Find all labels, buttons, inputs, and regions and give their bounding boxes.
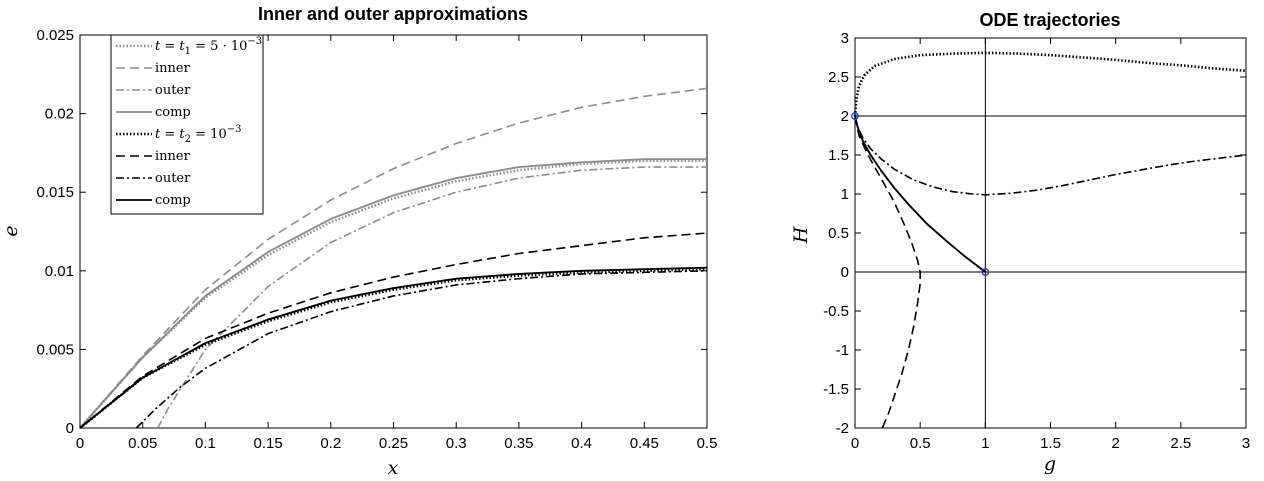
x-tick-label: 1 xyxy=(981,435,989,452)
series-line-1 xyxy=(79,87,708,429)
point-marker xyxy=(981,268,990,276)
legend-entry-comp-gray: comp xyxy=(116,105,191,120)
legend: t = t1 = 5 · 10−3 inner outer comp t = t… xyxy=(110,34,264,215)
legend-label: comp xyxy=(155,105,191,120)
left-chart: Inner and outer approximations 0 0.05 0.1 0… xyxy=(0,4,717,479)
right-x-axis-label: g xyxy=(1044,453,1056,475)
x-tick-label: 0 xyxy=(851,435,859,452)
x-tick-label: 0.2 xyxy=(320,435,341,452)
y-tick-label: 0.015 xyxy=(36,184,74,201)
x-tick-label: 0.1 xyxy=(195,435,216,452)
series-line-1 xyxy=(854,115,1247,196)
series-line-3 xyxy=(854,115,921,429)
y-tick-label: 0.5 xyxy=(828,225,849,242)
right-y-axis-label: H xyxy=(790,226,812,244)
right-reference-lines xyxy=(855,38,1246,428)
y-tick-label: 3 xyxy=(841,30,849,47)
left-ticks: 0 0.05 0.1 0.15 0.2 0.25 0.3 0.35 0.4 0.45 0.5 0 0.0… xyxy=(36,27,717,452)
right-plot-frame xyxy=(854,37,1247,429)
x-tick-label: 0.5 xyxy=(697,435,718,452)
y-tick-label: -1 xyxy=(836,342,849,359)
series-line-7 xyxy=(79,266,708,429)
right-chart: ODE trajectories 0 0.5 1 1.5 2 2.5 3 -2 -1.5 -1 -0… xyxy=(790,10,1250,475)
x-tick-label: 0.45 xyxy=(630,435,659,452)
series-line-0 xyxy=(853,51,1247,117)
series-line-3 xyxy=(79,158,707,429)
x-tick-label: 0.05 xyxy=(128,435,157,452)
y-tick-label: -0.5 xyxy=(823,303,849,320)
point-marker xyxy=(851,112,859,120)
y-tick-label: 0.005 xyxy=(36,341,74,358)
x-tick-label: 0 xyxy=(76,435,84,452)
x-tick-label: 3 xyxy=(1242,435,1250,452)
legend-entry-t1: t = t1 = 5 · 10−3 xyxy=(116,36,262,57)
legend-label: inner xyxy=(155,61,191,76)
x-tick-label: 2.5 xyxy=(1170,435,1191,452)
x-tick-label: 0.5 xyxy=(910,435,931,452)
legend-entry-outer-black: outer xyxy=(116,171,191,186)
legend-label: t = t2 = 10−3 xyxy=(155,124,241,145)
series-line-5 xyxy=(79,232,708,429)
x-tick-label: 0.3 xyxy=(446,435,467,452)
right-ticks: 0 0.5 1 1.5 2 2.5 3 -2 -1.5 -1 -0.5 0 0.5 1 1.5 2 2.5 3 xyxy=(823,30,1250,452)
y-tick-label: 1.5 xyxy=(828,147,849,164)
series-line-6 xyxy=(135,270,708,429)
y-tick-label: 0 xyxy=(66,420,74,437)
legend-label: outer xyxy=(155,171,191,186)
x-tick-label: 0.25 xyxy=(379,435,408,452)
left-series xyxy=(79,87,708,430)
series-line-2 xyxy=(157,166,707,429)
right-markers xyxy=(851,112,990,276)
legend-entry-t2: t = t2 = 10−3 xyxy=(116,124,241,145)
series-line-4 xyxy=(79,267,708,430)
x-tick-label: 0.15 xyxy=(253,435,282,452)
right-series xyxy=(853,51,1247,429)
legend-entry-comp-black: comp xyxy=(116,193,191,208)
y-tick-label: 0 xyxy=(841,264,849,281)
y-tick-label: 1 xyxy=(841,186,849,203)
y-tick-label: 2 xyxy=(841,108,849,125)
left-x-axis-label: x xyxy=(388,457,399,479)
x-tick-label: 1.5 xyxy=(1040,435,1061,452)
x-tick-label: 0.35 xyxy=(504,435,533,452)
y-tick-label: 2.5 xyxy=(828,69,849,86)
legend-label: outer xyxy=(155,83,191,98)
left-y-axis-label: e xyxy=(0,225,22,236)
series-line-2 xyxy=(854,115,986,273)
legend-label: comp xyxy=(155,193,191,208)
x-tick-label: 0.4 xyxy=(571,435,592,452)
y-tick-label: 0.02 xyxy=(45,106,74,123)
left-chart-title: Inner and outer approximations xyxy=(258,4,528,24)
legend-label: t = t1 = 5 · 10−3 xyxy=(155,36,262,57)
y-tick-label: -1.5 xyxy=(823,381,849,398)
y-tick-label: 0.025 xyxy=(36,27,74,44)
right-chart-title: ODE trajectories xyxy=(979,10,1120,30)
y-tick-label: -2 xyxy=(836,420,849,437)
y-tick-label: 0.01 xyxy=(45,263,74,280)
legend-entry-inner-gray: inner xyxy=(116,61,191,76)
x-tick-label: 2 xyxy=(1111,435,1119,452)
legend-box xyxy=(110,34,264,215)
legend-label: inner xyxy=(155,149,191,164)
legend-entry-outer-gray: outer xyxy=(116,83,191,98)
legend-entry-inner-black: inner xyxy=(116,149,191,164)
